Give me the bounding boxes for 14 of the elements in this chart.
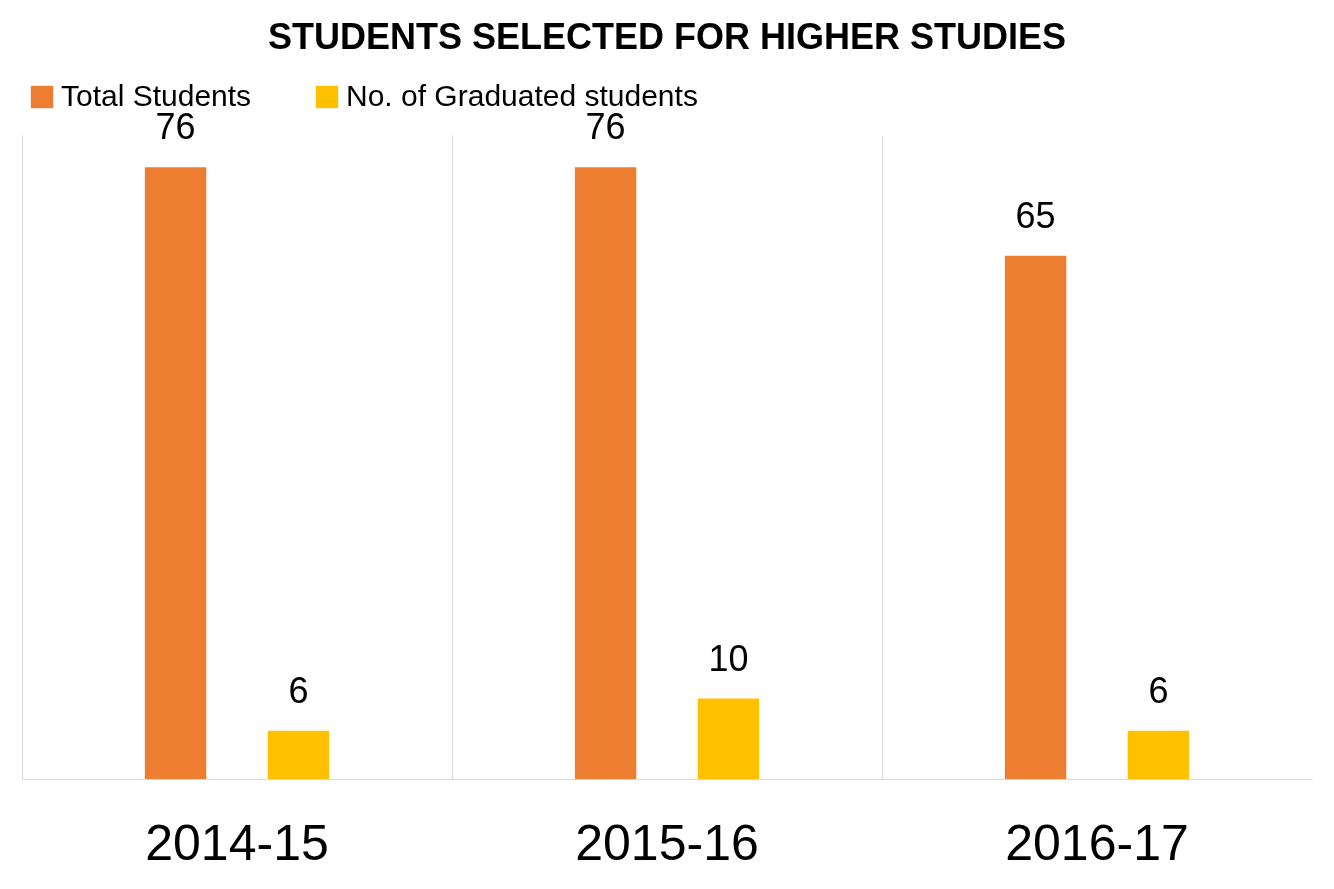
bar (144, 167, 207, 779)
x-tick-label: 2016-17 (1005, 814, 1189, 871)
x-tick-label: 2015-16 (575, 814, 759, 871)
x-tick-label: 2014-15 (145, 814, 329, 871)
bar (1004, 255, 1067, 779)
chart-title: STUDENTS SELECTED FOR HIGHER STUDIES (267, 16, 1067, 57)
bar (267, 730, 330, 779)
bar (697, 698, 760, 779)
data-label: 6 (1148, 669, 1169, 711)
data-label: 6 (288, 669, 309, 711)
bar (574, 167, 637, 779)
data-label: 10 (708, 637, 749, 679)
bar (1127, 730, 1190, 779)
data-label: 65 (1015, 194, 1056, 236)
